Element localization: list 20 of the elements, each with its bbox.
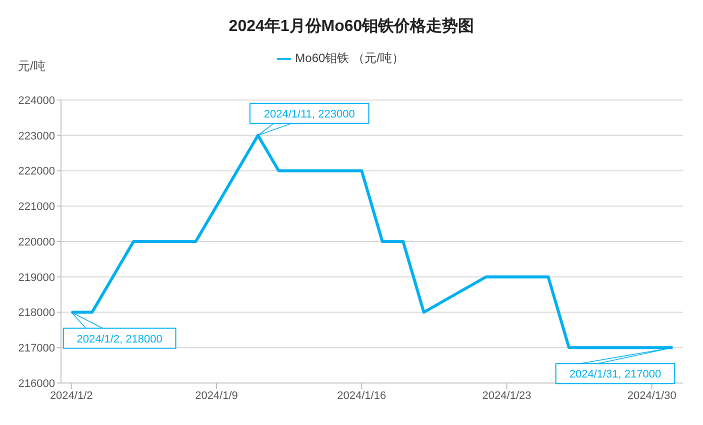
- y-tick-label: 218000: [18, 307, 55, 320]
- y-tick-label: 221000: [18, 201, 55, 214]
- y-tick-label: 220000: [18, 236, 55, 248]
- y-tick-label: 224000: [18, 94, 55, 107]
- y-tick-label: 223000: [18, 130, 55, 142]
- y-tick-label: 216000: [18, 378, 55, 390]
- annotation: 2024/1/11, 223000: [264, 108, 355, 120]
- y-tick-label: 217000: [18, 342, 55, 355]
- y-tick-label: 222000: [18, 166, 55, 178]
- legend-label: Mo60钼铁 （元/吨）: [295, 51, 404, 65]
- y-tick-label: 219000: [18, 272, 55, 284]
- y-axis-title: 元/吨: [18, 58, 46, 75]
- annotation: 2024/1/31, 217000: [569, 368, 662, 381]
- annotation: 2024/1/2, 218000: [76, 333, 162, 346]
- x-tick-label: 2024/1/16: [337, 390, 386, 402]
- x-tick-label: 2024/1/2: [50, 390, 93, 402]
- x-tick-label: 2024/1/23: [482, 390, 532, 402]
- x-tick-label: 2024/1/30: [627, 390, 676, 402]
- chart-title: 2024年1月份Mo60钼铁价格走势图: [228, 16, 476, 37]
- x-tick-label: 2024/1/9: [195, 390, 238, 402]
